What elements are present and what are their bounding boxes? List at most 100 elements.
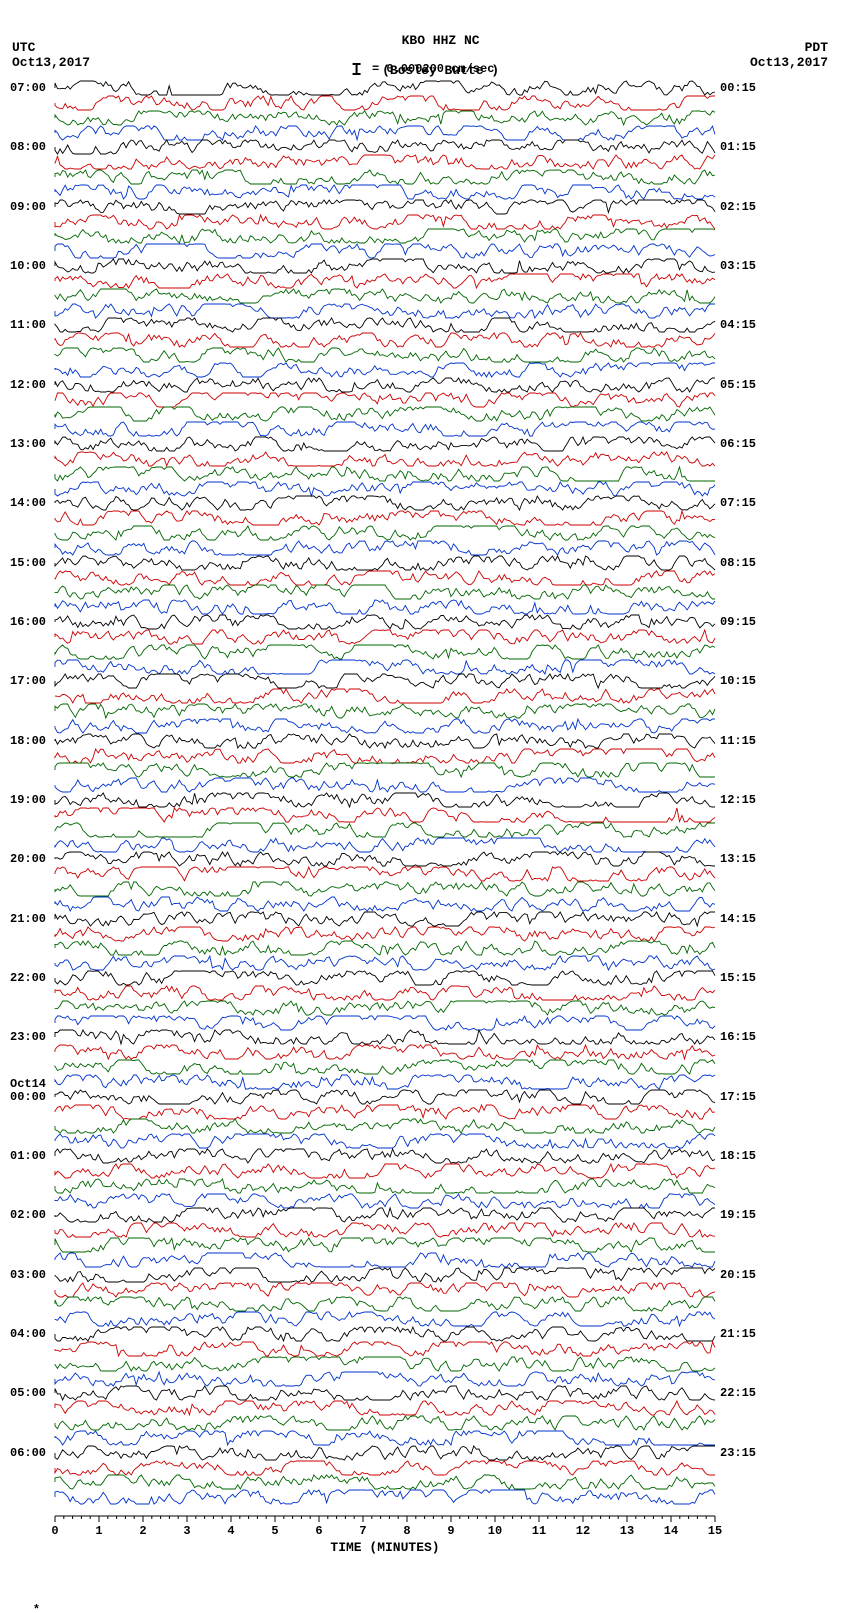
y-right-label: 15:15 [720, 971, 756, 985]
waveform-trace [55, 1297, 715, 1311]
y-left-label: 16:00 [10, 615, 46, 629]
waveform-trace [55, 1208, 715, 1222]
y-left-label: 17:00 [10, 674, 46, 688]
waveform-trace [55, 363, 715, 377]
waveform-trace [55, 793, 715, 807]
waveform-trace [55, 511, 715, 525]
waveform-trace [55, 704, 715, 718]
waveform-trace [55, 1001, 715, 1015]
waveform-trace [55, 244, 715, 258]
waveform-trace [55, 1223, 715, 1237]
x-tick-label: 7 [359, 1524, 366, 1538]
waveform-trace [55, 556, 715, 570]
y-right-label: 13:15 [720, 852, 756, 866]
y-left-label: 02:00 [10, 1208, 46, 1222]
waveform-trace [55, 852, 715, 866]
y-right-label: 03:15 [720, 259, 756, 273]
waveform-trace [55, 1149, 715, 1163]
waveform-trace [55, 437, 715, 451]
waveform-trace [55, 1357, 715, 1371]
waveform-trace [55, 111, 715, 125]
y-left-label: 04:00 [10, 1327, 46, 1341]
waveform-trace [55, 1431, 715, 1445]
waveform-trace [55, 496, 715, 510]
waveform-trace [55, 1372, 715, 1386]
y-left-label: 18:00 [10, 734, 46, 748]
y-right-label: 04:15 [720, 318, 756, 332]
waveform-trace [55, 333, 715, 347]
x-tick-label: 5 [271, 1524, 278, 1538]
x-tick-label: 15 [708, 1524, 722, 1538]
waveform-trace [55, 986, 715, 1000]
waveform-trace [55, 1416, 715, 1430]
waveform-trace [55, 838, 715, 852]
y-left-label: 00:00 [10, 1090, 46, 1104]
waveform-trace [55, 1090, 715, 1104]
y-right-label: 08:15 [720, 556, 756, 570]
x-tick-label: 13 [620, 1524, 634, 1538]
waveform-trace [55, 1475, 715, 1489]
waveform-trace [55, 467, 715, 481]
y-left-label: 03:00 [10, 1268, 46, 1282]
y-right-label: 00:15 [720, 81, 756, 95]
waveform-trace [55, 274, 715, 288]
waveform-trace [55, 1119, 715, 1133]
waveform-trace [55, 452, 715, 466]
right-date: Oct13,2017 [750, 55, 828, 70]
waveform-trace [55, 170, 715, 184]
scale-bar-icon [356, 63, 358, 75]
right-tz: PDT [805, 40, 828, 55]
waveform-trace [55, 734, 715, 748]
waveform-trace [55, 1134, 715, 1148]
y-right-label: 11:15 [720, 734, 756, 748]
y-left-label: 11:00 [10, 318, 46, 332]
waveform-trace [55, 660, 715, 674]
waveform-trace [55, 1490, 715, 1504]
y-right-label: 14:15 [720, 912, 756, 926]
waveform-trace [55, 318, 715, 332]
waveform-trace [55, 1461, 715, 1475]
waveform-trace [55, 1312, 715, 1326]
x-tick-label: 3 [183, 1524, 190, 1538]
waveform-trace [55, 526, 715, 540]
y-left-label: 14:00 [10, 496, 46, 510]
header-scale: = 0.000200 cm/sec [356, 62, 495, 76]
waveform-trace [55, 407, 715, 421]
y-left-label: 07:00 [10, 81, 46, 95]
y-left-label: 13:00 [10, 437, 46, 451]
waveform-trace [55, 630, 715, 644]
waveform-trace [55, 1030, 715, 1044]
waveform-trace [55, 393, 715, 407]
waveform-trace [55, 1194, 715, 1208]
waveform-trace [55, 185, 715, 199]
waveform-trace [55, 1446, 715, 1460]
x-tick-label: 11 [532, 1524, 546, 1538]
footer-scale: * = 0.000200 cm/sec = 3000 microvolts [4, 1589, 306, 1613]
y-left-label: 06:00 [10, 1446, 46, 1460]
waveform-trace [55, 971, 715, 985]
waveform-trace [55, 259, 715, 273]
waveform-trace [55, 615, 715, 629]
waveform-trace [55, 140, 715, 154]
y-right-label: 19:15 [720, 1208, 756, 1222]
waveform-trace [55, 882, 715, 896]
waveform-trace [55, 956, 715, 970]
waveform-trace [55, 1075, 715, 1089]
x-tick-label: 8 [403, 1524, 410, 1538]
waveform-trace [55, 1045, 715, 1059]
y-right-label: 16:15 [720, 1030, 756, 1044]
waveform-trace [55, 1060, 715, 1074]
station-line1: KBO HHZ NC [402, 33, 480, 48]
waveform-trace [55, 1401, 715, 1415]
y-left-label: 21:00 [10, 912, 46, 926]
waveform-trace [55, 126, 715, 140]
y-left-label: 01:00 [10, 1149, 46, 1163]
waveform-trace [55, 96, 715, 110]
waveform-trace [55, 1386, 715, 1400]
y-right-label: 17:15 [720, 1090, 756, 1104]
waveform-trace [55, 422, 715, 436]
waveform-trace [55, 1327, 715, 1341]
x-axis-title: TIME (MINUTES) [330, 1540, 439, 1555]
waveform-trace [55, 1105, 715, 1119]
waveform-trace [55, 808, 715, 822]
